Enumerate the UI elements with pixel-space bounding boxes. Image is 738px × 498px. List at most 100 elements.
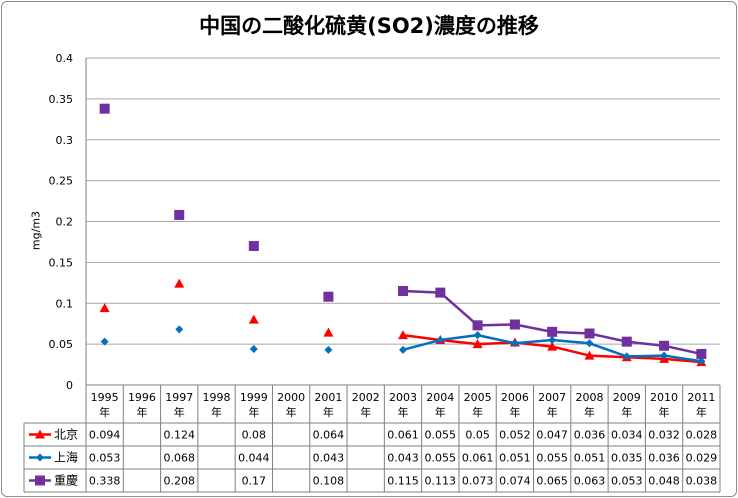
data-label: 0.038	[686, 475, 718, 488]
series-1-point	[249, 345, 258, 354]
series-1-point	[548, 336, 557, 345]
data-label: 0.029	[686, 452, 718, 465]
series-2-point	[659, 340, 670, 351]
data-label: 0.036	[574, 429, 606, 442]
series-1-point	[473, 331, 482, 340]
legend-key-marker	[36, 453, 44, 462]
data-label: 0.048	[648, 475, 680, 488]
data-label: 0.053	[89, 452, 121, 465]
series-1-point	[175, 325, 184, 334]
x-tick-label: 2010 年	[650, 391, 678, 419]
x-tick-label: 2006 年	[501, 391, 529, 419]
data-label: 0.108	[313, 475, 345, 488]
data-label: 0.051	[574, 452, 606, 465]
series-2-point	[621, 336, 632, 347]
series-1-point	[585, 339, 594, 348]
data-label: 0.028	[686, 429, 718, 442]
series-2-point	[248, 241, 259, 252]
series-2-point	[547, 326, 558, 337]
series-2-point	[99, 103, 110, 114]
x-tick-label: 1998 年	[203, 391, 231, 419]
data-label: 0.047	[536, 429, 568, 442]
series-0-point	[547, 341, 558, 351]
series-1-point	[399, 345, 407, 354]
series-2-point	[435, 287, 446, 298]
y-tick-label: 0.1	[56, 297, 74, 310]
data-label: 0.094	[89, 429, 121, 442]
x-tick-label: 2011 年	[687, 391, 715, 419]
y-tick-label: 0.4	[56, 52, 74, 65]
data-label: 0.052	[499, 429, 531, 442]
data-label: 0.124	[163, 429, 195, 442]
data-label: 0.208	[163, 475, 195, 488]
x-tick-label: 2005 年	[464, 391, 492, 419]
data-label: 0.115	[387, 475, 419, 488]
series-1-point	[622, 352, 631, 361]
chart-title: 中国の二酸化硫黄(SO2)濃度の推移	[199, 14, 539, 38]
x-tick-label: 2002 年	[352, 391, 380, 419]
data-label: 0.032	[648, 429, 680, 442]
data-label: 0.064	[313, 429, 345, 442]
series-2-point	[398, 285, 408, 296]
data-label: 0.055	[536, 452, 568, 465]
series-1-point	[100, 337, 109, 346]
series-0-point	[398, 330, 408, 340]
legend-series-name: 上海	[54, 450, 78, 465]
data-label: 0.08	[242, 429, 267, 442]
series-0-point	[323, 327, 334, 337]
series-2-point	[174, 209, 185, 220]
x-tick-label: 2007 年	[538, 391, 566, 419]
data-label: 0.338	[89, 475, 121, 488]
x-tick-label: 1996 年	[128, 391, 156, 419]
data-label: 0.073	[462, 475, 494, 488]
data-label: 0.051	[499, 452, 531, 465]
data-label: 0.05	[465, 429, 490, 442]
series-2-point	[472, 320, 483, 331]
data-label: 0.055	[425, 452, 457, 465]
x-tick-label: 2008 年	[575, 391, 603, 419]
series-1-point	[324, 345, 333, 354]
x-tick-label: 2009 年	[613, 391, 641, 419]
legend-series-name: 北京	[54, 428, 78, 442]
data-label: 0.068	[163, 452, 195, 465]
data-label: 0.055	[425, 429, 457, 442]
series-2-point	[509, 319, 520, 330]
x-tick-label: 2004 年	[426, 391, 454, 419]
data-label: 0.043	[313, 452, 345, 465]
data-label: 0.053	[611, 475, 643, 488]
legend-key-marker	[35, 429, 45, 439]
series-1-point	[436, 336, 445, 345]
legend-series-name: 重慶	[54, 474, 78, 488]
y-tick-label: 0.25	[49, 175, 74, 188]
x-tick-label: 2000 年	[277, 391, 305, 419]
series-0-point	[472, 339, 483, 349]
series-2-point	[323, 291, 334, 302]
data-label: 0.061	[462, 452, 494, 465]
data-label: 0.044	[238, 452, 270, 465]
series-0-point	[99, 303, 110, 313]
y-tick-label: 0.3	[56, 134, 74, 147]
data-label: 0.065	[536, 475, 568, 488]
x-tick-label: 1997 年	[165, 391, 193, 419]
x-tick-label: 2003 年	[389, 391, 417, 419]
data-label: 0.074	[499, 475, 531, 488]
legend-key-marker	[35, 475, 45, 486]
data-label: 0.036	[648, 452, 680, 465]
series-1-point	[510, 339, 519, 348]
y-tick-label: 0	[66, 379, 73, 392]
series-1-point	[697, 357, 706, 366]
x-tick-label: 1995 年	[91, 391, 119, 419]
series-2-point	[696, 348, 707, 359]
data-label: 0.17	[242, 475, 267, 488]
y-tick-label: 0.2	[56, 216, 74, 229]
y-tick-label: 0.05	[49, 338, 74, 351]
y-tick-label: 0.35	[49, 93, 74, 106]
data-label: 0.063	[574, 475, 606, 488]
data-label: 0.061	[387, 429, 419, 442]
data-label: 0.113	[425, 475, 457, 488]
x-tick-label: 2001 年	[314, 391, 342, 419]
series-2-point	[584, 328, 595, 339]
series-0-point	[248, 314, 259, 324]
data-label: 0.043	[387, 452, 419, 465]
